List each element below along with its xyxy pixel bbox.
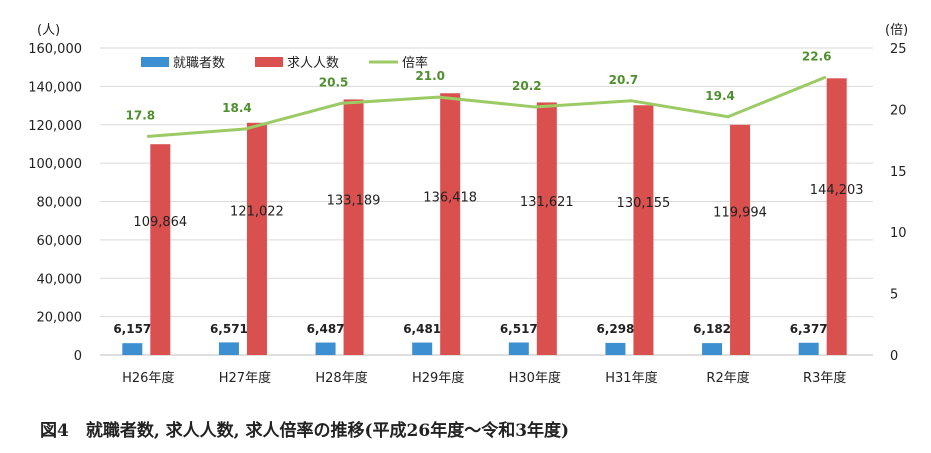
bar-employed-label: 6,157: [113, 322, 151, 336]
y-right-tick-label: 5: [890, 288, 898, 303]
ratio-data-label: 20.2: [512, 79, 542, 93]
x-tick-label: H31年度: [605, 370, 657, 386]
bar-employed-label: 6,182: [693, 322, 731, 336]
y-left-axis-label: (人): [37, 23, 60, 38]
ratio-point: [533, 105, 537, 109]
ratio-data-label: 18.4: [222, 101, 252, 115]
x-tick-label: H27年度: [219, 370, 271, 386]
bar-job-openings-label: 136,418: [423, 190, 477, 205]
legend-swatch-employed: [141, 57, 169, 67]
ratio-point: [726, 115, 730, 119]
bar-job-openings: [150, 144, 171, 355]
ratio-point: [629, 99, 633, 103]
y-right-tick-label: 25: [890, 42, 907, 57]
bar-employed: [605, 342, 626, 355]
x-tick-label: R2年度: [706, 370, 749, 386]
legend-label-ratio: 倍率: [402, 55, 428, 71]
bar-job-openings: [246, 122, 267, 356]
y-right-tick-label: 0: [890, 349, 898, 364]
bar-employed: [412, 342, 433, 355]
x-tick-label: R3年度: [803, 370, 846, 386]
y-left-tick-label: 120,000: [28, 119, 82, 134]
bar-job-openings: [536, 102, 557, 355]
y-right-tick-label: 15: [890, 165, 907, 180]
chart-frame: 0 20,000 40,000 60,000 80,000 100,000 120,000 1…: [28, 23, 908, 386]
ratio-data-label: 21.0: [415, 69, 445, 83]
legend-swatch-job-openings: [255, 57, 283, 67]
bar-employed-label: 6,298: [596, 322, 634, 336]
y-left-tick-label: 160,000: [28, 42, 82, 57]
bar-job-openings: [343, 99, 364, 355]
bar-job-openings: [633, 105, 654, 355]
ratio-point: [436, 95, 440, 99]
bar-job-openings-label: 119,994: [713, 205, 767, 220]
ratio-data-label: 19.4: [705, 89, 735, 103]
ratio-point: [243, 127, 247, 131]
bar-employed-label: 6,377: [790, 322, 828, 336]
ratio-data-label: 17.8: [126, 108, 156, 122]
bar-employed-label: 6,517: [500, 322, 538, 336]
y-right-tick-label: 20: [890, 103, 907, 118]
y-left-tick-label: 0: [74, 349, 82, 364]
bar-job-openings-label: 133,189: [327, 193, 381, 208]
bar-employed: [315, 342, 336, 355]
x-tick-label: H28年度: [315, 370, 367, 386]
bar-employed-label: 6,481: [403, 322, 441, 336]
bar-employed: [702, 343, 723, 355]
bar-job-openings-label: 144,203: [810, 183, 864, 198]
chart: 0 20,000 40,000 60,000 80,000 100,000 120,000 1…: [28, 23, 908, 386]
bar-job-openings: [730, 124, 751, 356]
bar-employed-label: 6,487: [307, 322, 345, 336]
y-right-tick-label: 10: [890, 226, 907, 241]
y-left-tick-label: 40,000: [37, 272, 83, 287]
bar-job-openings: [440, 93, 461, 356]
y-left-tick-label: 80,000: [37, 196, 83, 211]
x-tick-label: H26年度: [122, 370, 174, 386]
x-tick-label: H29年度: [412, 370, 464, 386]
bar-job-openings-label: 121,022: [230, 205, 284, 220]
bar-job-openings-label: 109,864: [133, 215, 187, 230]
ratio-data-label: 22.6: [802, 49, 832, 63]
ratio-point: [340, 101, 344, 105]
figure-caption: 図4 就職者数, 求人人数, 求人倍率の推移(平成26年度～令和3年度): [40, 421, 570, 441]
bar-employed: [218, 342, 239, 355]
y-left-tick-label: 140,000: [28, 80, 82, 95]
legend-label-job-openings: 求人人数: [287, 56, 339, 71]
ratio-line: [148, 76, 826, 138]
bar-employed: [798, 342, 819, 355]
ratio-point: [823, 75, 827, 79]
bar-job-openings: [826, 78, 847, 356]
bar-job-openings-label: 130,155: [617, 196, 671, 211]
y-left-tick-label: 60,000: [37, 234, 83, 249]
y-left-tick-label: 100,000: [28, 157, 82, 172]
bar-job-openings-label: 131,621: [520, 195, 574, 210]
x-tick-label: H30年度: [509, 370, 561, 386]
y-left-tick-label: 20,000: [37, 311, 83, 326]
ratio-data-label: 20.5: [319, 75, 349, 89]
bar-employed: [508, 342, 529, 355]
ratio-point: [146, 134, 150, 138]
bar-employed: [122, 343, 143, 355]
ratio-data-label: 20.7: [609, 73, 639, 87]
y-right-axis-label: (倍): [885, 23, 908, 38]
bar-employed-label: 6,571: [210, 322, 248, 336]
legend-label-employed: 就職者数: [173, 56, 225, 71]
